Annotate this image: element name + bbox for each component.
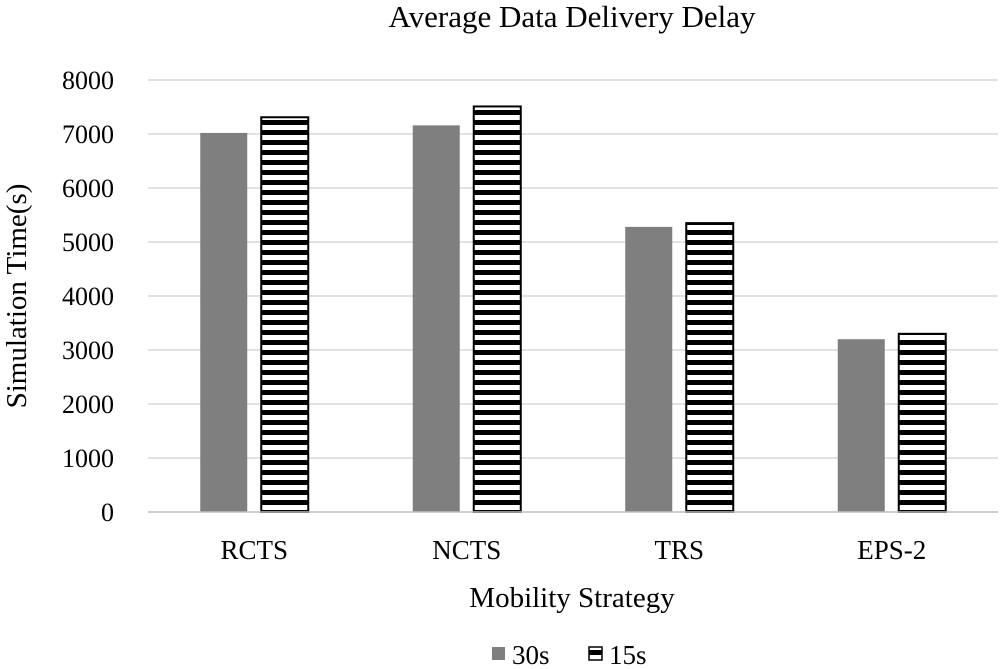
bar-15s-RCTS xyxy=(260,116,310,513)
y-tick-label: 6000 xyxy=(62,174,114,203)
x-axis-label: Mobility Strategy xyxy=(469,582,675,614)
bar-30s-TRS xyxy=(625,226,673,512)
bar-30s-NCTS xyxy=(412,125,460,513)
y-tick-label: 5000 xyxy=(62,228,114,257)
legend-swatch-15s xyxy=(588,646,603,661)
legend: 30s 15s xyxy=(492,640,647,669)
legend-swatch-30s xyxy=(492,647,505,660)
y-tick-label: 0 xyxy=(101,498,114,527)
y-tick-label: 2000 xyxy=(62,390,114,419)
legend-label: 15s xyxy=(609,640,647,669)
bar-30s-RCTS xyxy=(200,132,248,513)
y-tick-label: 1000 xyxy=(62,444,114,473)
bar-15s-NCTS xyxy=(472,105,522,514)
bar-15s-TRS xyxy=(685,222,735,513)
x-tick-label: TRS xyxy=(654,535,704,565)
y-tick-label: 8000 xyxy=(62,66,114,95)
bar-15s-EPS-2 xyxy=(897,332,947,513)
bars xyxy=(200,105,947,514)
y-tick-label: 4000 xyxy=(62,282,114,311)
y-tick-label: 3000 xyxy=(62,336,114,365)
y-tick-label: 7000 xyxy=(62,120,114,149)
legend-label: 30s xyxy=(512,640,550,669)
y-axis-label: Simulation Time(s) xyxy=(1,184,33,409)
x-tick-label: RCTS xyxy=(220,535,288,565)
y-axis-ticks: 0 1000 2000 3000 4000 5000 6000 7000 8000 xyxy=(62,66,114,527)
x-axis-ticks: RCTS NCTS TRS EPS-2 xyxy=(220,535,926,565)
x-tick-label: EPS-2 xyxy=(857,535,926,565)
bar-30s-EPS-2 xyxy=(837,339,885,512)
chart-title: Average Data Delivery Delay xyxy=(389,0,756,34)
x-tick-label: NCTS xyxy=(432,535,501,565)
